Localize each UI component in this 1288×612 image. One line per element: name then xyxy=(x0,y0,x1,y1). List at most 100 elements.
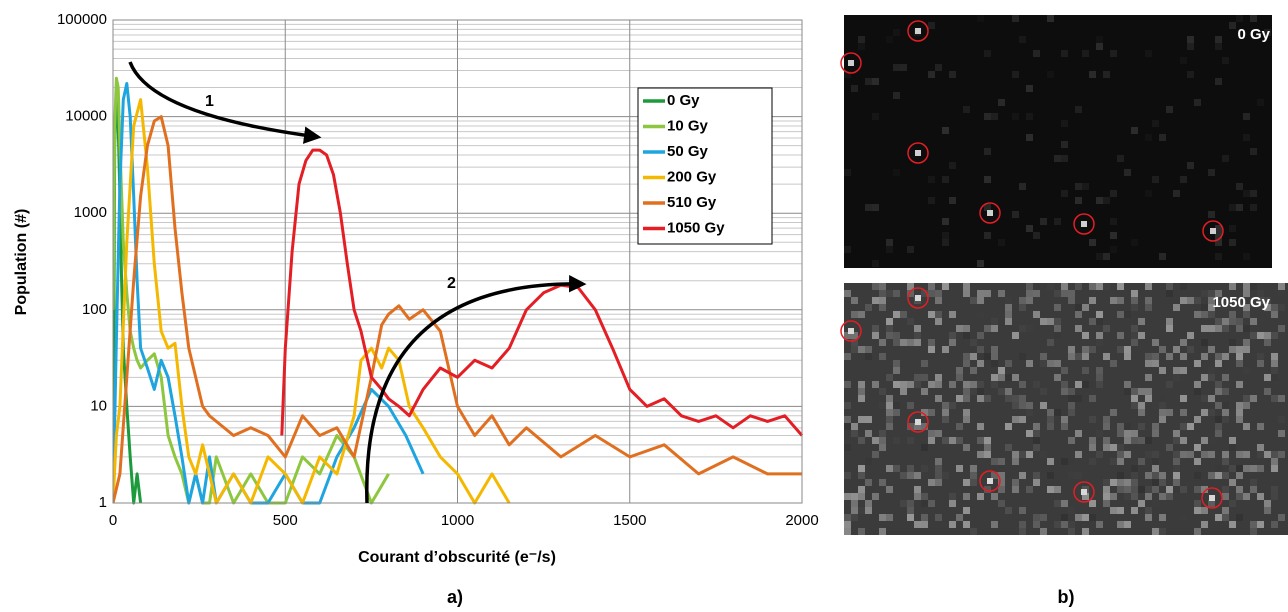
image-pixel xyxy=(1040,528,1047,535)
image-pixel xyxy=(1229,239,1236,246)
image-pixel xyxy=(1166,409,1173,416)
image-pixel xyxy=(886,246,893,253)
image-pixel xyxy=(1117,458,1124,465)
image-pixel xyxy=(921,521,928,528)
hot-pixel xyxy=(915,150,921,156)
image-pixel xyxy=(1180,409,1187,416)
image-pixel xyxy=(914,374,921,381)
image-pixel xyxy=(1243,339,1250,346)
image-pixel xyxy=(1250,318,1257,325)
image-pixel xyxy=(1061,458,1068,465)
image-pixel xyxy=(1026,360,1033,367)
image-pixel xyxy=(893,311,900,318)
image-pixel xyxy=(1082,514,1089,521)
image-pixel xyxy=(1222,486,1229,493)
image-pixel xyxy=(1215,239,1222,246)
image-pixel xyxy=(1061,141,1068,148)
image-pixel xyxy=(1068,297,1075,304)
image-pixel xyxy=(956,374,963,381)
image-pixel xyxy=(1117,507,1124,514)
x-tick-label: 2000 xyxy=(785,512,818,529)
image-pixel xyxy=(942,127,949,134)
image-pixel xyxy=(1012,486,1019,493)
image-pixel xyxy=(1152,430,1159,437)
image-pixel xyxy=(1208,395,1215,402)
image-pixel xyxy=(1082,353,1089,360)
image-pixel xyxy=(1096,430,1103,437)
image-pixel xyxy=(1117,472,1124,479)
image-pixel xyxy=(879,479,886,486)
image-pixel xyxy=(1131,239,1138,246)
image-pixel xyxy=(886,423,893,430)
image-pixel xyxy=(1145,283,1152,290)
image-pixel xyxy=(865,500,872,507)
image-pixel xyxy=(935,64,942,71)
image-pixel xyxy=(1061,416,1068,423)
image-pixel xyxy=(1145,304,1152,311)
image-pixel xyxy=(1012,15,1019,22)
image-pixel xyxy=(1047,416,1054,423)
image-pixel xyxy=(1026,486,1033,493)
image-pixel xyxy=(844,71,851,78)
image-pixel xyxy=(1215,36,1222,43)
image-pixel xyxy=(942,416,949,423)
image-pixel xyxy=(1243,253,1250,260)
image-pixel xyxy=(921,290,928,297)
hot-pixel xyxy=(848,60,854,66)
image-pixel xyxy=(1005,388,1012,395)
image-pixel xyxy=(991,381,998,388)
image-pixel xyxy=(1194,472,1201,479)
image-pixel xyxy=(1061,50,1068,57)
image-pixel xyxy=(1271,451,1278,458)
image-pixel xyxy=(1033,232,1040,239)
image-pixel xyxy=(1103,197,1110,204)
image-pixel xyxy=(984,113,991,120)
image-pixel xyxy=(1215,290,1222,297)
image-pixel xyxy=(1026,409,1033,416)
image-pixel xyxy=(1012,395,1019,402)
image-pixel xyxy=(1145,486,1152,493)
image-pixel xyxy=(1236,15,1243,22)
image-pixel xyxy=(865,78,872,85)
image-pixel xyxy=(1173,304,1180,311)
arrow xyxy=(365,275,587,504)
image-pixel xyxy=(963,388,970,395)
image-pixel xyxy=(1075,304,1082,311)
image-pixel xyxy=(1278,283,1285,290)
image-pixel xyxy=(1215,430,1222,437)
image-pixel xyxy=(900,381,907,388)
image-pixel xyxy=(1229,521,1236,528)
image-pixel xyxy=(935,472,942,479)
image-pixel xyxy=(879,297,886,304)
image-pixel xyxy=(851,493,858,500)
image-pixel xyxy=(1110,190,1117,197)
image-pixel xyxy=(886,465,893,472)
image-pixel xyxy=(1222,458,1229,465)
image-pixel xyxy=(1152,402,1159,409)
image-pixel xyxy=(970,528,977,535)
image-pixel xyxy=(1005,311,1012,318)
image-pixel xyxy=(1061,120,1068,127)
image-pixel xyxy=(893,465,900,472)
image-pixel xyxy=(1082,346,1089,353)
image-pixel xyxy=(914,493,921,500)
image-pixel xyxy=(1166,318,1173,325)
image-pixel xyxy=(1257,423,1264,430)
image-pixel xyxy=(1187,162,1194,169)
image-pixel xyxy=(1222,57,1229,64)
image-pixel xyxy=(1075,514,1082,521)
image-pixel xyxy=(1019,507,1026,514)
image-pixel xyxy=(1082,367,1089,374)
image-pixel xyxy=(1096,451,1103,458)
image-pixel xyxy=(1236,360,1243,367)
image-pixel xyxy=(1180,57,1187,64)
image-pixel xyxy=(991,472,998,479)
legend-label: 50 Gy xyxy=(667,143,709,160)
image-pixel xyxy=(1194,297,1201,304)
image-pixel xyxy=(928,409,935,416)
image-pixel xyxy=(991,346,998,353)
image-pixel xyxy=(1089,437,1096,444)
image-pixel xyxy=(1236,465,1243,472)
image-pixel xyxy=(921,423,928,430)
image-pixel xyxy=(893,339,900,346)
